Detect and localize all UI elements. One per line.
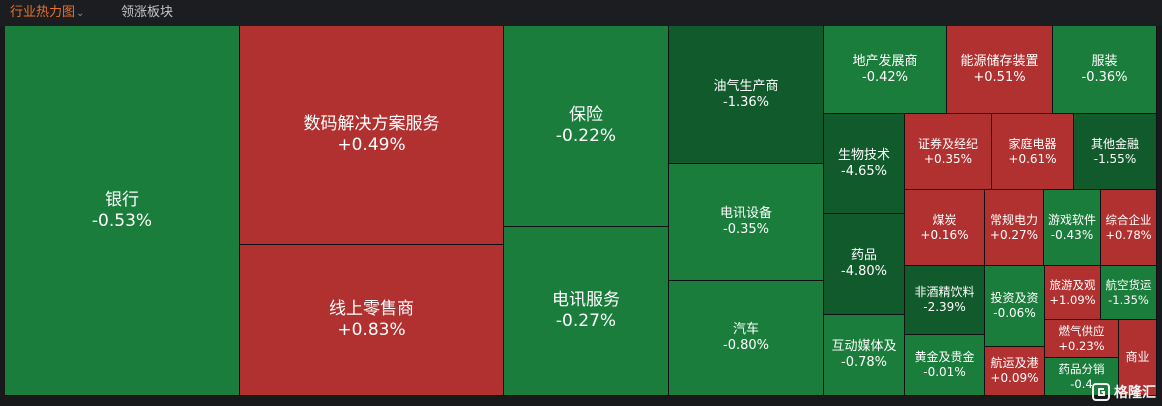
tile-name: 数码解决方案服务 — [303, 114, 440, 135]
tile-change: -4.80% — [841, 264, 887, 279]
heatmap-tile-hangkong[interactable]: 航空货运 -1.35% — [1101, 266, 1157, 320]
tile-change: +0.51% — [973, 69, 1026, 85]
heatmap-tile-ranqi[interactable]: 燃气供应 +0.23% — [1045, 320, 1119, 358]
heatmap-tile-youqi[interactable]: 油气生产商 -1.36% — [669, 26, 824, 164]
tile-change: -4.65% — [841, 163, 887, 179]
tile-change: -0.27% — [555, 311, 617, 331]
heatmap-tile-dianxunfw[interactable]: 电讯服务 -0.27% — [504, 227, 669, 396]
tile-name: 航空货运 — [1105, 278, 1152, 293]
tile-change: -0.36% — [1081, 69, 1128, 85]
tile-change: -0.01% — [923, 365, 966, 379]
tile-change: +0.61% — [1008, 151, 1057, 166]
tile-change: -0.53% — [91, 210, 153, 231]
tile-change: -0.22% — [555, 126, 617, 146]
heatmap-tile-shuma[interactable]: 数码解决方案服务 +0.49% — [240, 26, 504, 245]
tile-name: 燃气供应 — [1058, 324, 1105, 339]
chevron-down-icon[interactable]: ⌄ — [76, 8, 85, 19]
tile-name: 投资及资 — [990, 291, 1039, 306]
heatmap-tile-lvyou[interactable]: 旅游及观 +1.09% — [1045, 266, 1101, 320]
heatmap-tile-baoxian[interactable]: 保险 -0.22% — [504, 26, 669, 227]
tile-name: 生物技术 — [837, 147, 890, 163]
tile-change: -2.39% — [923, 300, 966, 314]
tile-change: -0.35% — [723, 222, 769, 237]
heatmap-tile-zonghe[interactable]: 综合企业 +0.78% — [1101, 190, 1157, 266]
tile-name: 其他金融 — [1090, 136, 1139, 151]
heatmap-tile-qitajr[interactable]: 其他金融 -1.55% — [1074, 114, 1157, 190]
tile-change: +0.23% — [1058, 338, 1105, 353]
tile-name: 能源储存装置 — [960, 53, 1039, 69]
tile-name: 地产发展商 — [852, 53, 918, 69]
tile-name: 非酒精饮料 — [914, 285, 975, 300]
heatmap-tile-hudong[interactable]: 互动媒体及 -0.78% — [824, 315, 905, 396]
heatmap-tile-dianxunsb[interactable]: 电讯设备 -0.35% — [669, 164, 824, 281]
tile-name: 汽车 — [732, 322, 759, 338]
tile-change: +0.27% — [989, 227, 1039, 242]
tile-name: 煤炭 — [932, 212, 957, 227]
heatmap-tile-meitan[interactable]: 煤炭 +0.16% — [905, 190, 985, 266]
heatmap-tile-youxi[interactable]: 游戏软件 -0.43% — [1044, 190, 1101, 266]
heatmap-tile-zhengquan[interactable]: 证券及经纪 +0.35% — [905, 114, 992, 190]
tile-change: -0.4 — [1070, 376, 1093, 391]
tile-name: 油气生产商 — [713, 78, 779, 94]
heatmap-tile-yaopin[interactable]: 药品 -4.80% — [824, 214, 905, 315]
tile-change: +0.78% — [1105, 227, 1152, 242]
tile-change: -0.42% — [862, 69, 908, 85]
header-bar: 行业热力图 ⌄ 领涨板块 — [0, 0, 1162, 26]
heatmap-tile-huangjin[interactable]: 黄金及贵金 -0.01% — [905, 335, 985, 396]
heatmap: 银行 -0.53% 数码解决方案服务 +0.49% 线上零售商 +0.83% 保… — [0, 26, 1162, 406]
tile-change: +0.49% — [337, 135, 406, 155]
heatmap-tile-hangyun[interactable]: 航运及港 +0.09% — [985, 347, 1045, 396]
tile-name: 药品 — [850, 248, 877, 264]
tile-change: -0.06% — [993, 306, 1036, 320]
tile-name: 家庭电器 — [1008, 136, 1057, 151]
tile-name: 证券及经纪 — [917, 136, 978, 151]
tile-name: 商业 — [1125, 350, 1150, 365]
heatmap-tile-fuzhuang[interactable]: 服装 -0.36% — [1053, 26, 1157, 114]
heatmap-tile-shengwu[interactable]: 生物技术 -4.65% — [824, 114, 905, 214]
tile-change: +0.16% — [920, 227, 969, 242]
heatmap-tile-xianshang[interactable]: 线上零售商 +0.83% — [240, 245, 504, 396]
tile-name: 服装 — [1091, 53, 1118, 69]
tile-name: 综合企业 — [1105, 213, 1152, 228]
tile-change: -1.55% — [1093, 151, 1137, 166]
tile-name: 线上零售商 — [329, 299, 414, 320]
tile-change: -0.78% — [841, 355, 887, 370]
heatmap-tile-yaopinfx[interactable]: 药品分销 -0.4 — [1045, 358, 1119, 396]
tile-change: -1.35% — [1108, 292, 1149, 307]
heatmap-tile-touzi[interactable]: 投资及资 -0.06% — [985, 266, 1045, 347]
tile-change: +0.83% — [337, 320, 406, 340]
tile-name: 电讯服务 — [552, 290, 620, 311]
heatmap-tile-changgui[interactable]: 常规电力 +0.27% — [985, 190, 1044, 266]
tile-name: 航运及港 — [990, 356, 1039, 371]
tile-name: 常规电力 — [989, 212, 1038, 227]
tile-change: +1.09% — [1049, 292, 1096, 307]
tile-name: 电讯设备 — [719, 206, 772, 222]
tile-change: +0.09% — [990, 371, 1039, 385]
heatmap-tile-dichan[interactable]: 地产发展商 -0.42% — [824, 26, 947, 114]
tile-name: 黄金及贵金 — [914, 350, 975, 365]
tab-leading-sectors[interactable]: 领涨板块 — [121, 5, 174, 20]
heatmap-tile-nengyuan[interactable]: 能源储存装置 +0.51% — [947, 26, 1053, 114]
heatmap-tile-feijiu[interactable]: 非酒精饮料 -2.39% — [905, 266, 985, 335]
tile-name: 保险 — [569, 105, 603, 126]
tile-name: 互动媒体及 — [831, 339, 897, 355]
tile-change: +0.35% — [923, 151, 973, 166]
heatmap-tile-qiche[interactable]: 汽车 -0.80% — [669, 281, 824, 396]
tile-change: -0.80% — [723, 338, 769, 353]
heatmap-tile-jiating[interactable]: 家庭电器 +0.61% — [992, 114, 1074, 190]
heatmap-tile-yinhang[interactable]: 银行 -0.53% — [5, 26, 240, 396]
tab-industry-heatmap[interactable]: 行业热力图 — [10, 5, 76, 20]
heatmap-tile-shangye[interactable]: 商业 — [1119, 320, 1157, 396]
tile-name: 银行 — [105, 189, 139, 210]
tile-change: -0.43% — [1050, 227, 1094, 242]
tile-name: 游戏软件 — [1047, 212, 1096, 227]
tile-change: -1.36% — [723, 94, 769, 110]
tile-name: 旅游及观 — [1049, 278, 1096, 293]
tile-name: 药品分销 — [1058, 362, 1105, 377]
